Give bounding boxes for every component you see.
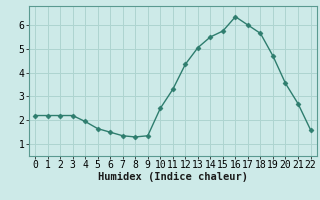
X-axis label: Humidex (Indice chaleur): Humidex (Indice chaleur)	[98, 172, 248, 182]
